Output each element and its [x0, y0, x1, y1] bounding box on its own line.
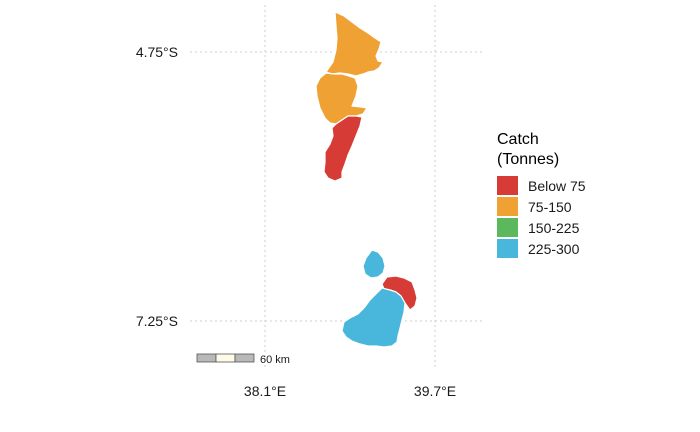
legend-title-line2: (Tonnes) — [497, 151, 559, 168]
x-tick-label-38-1: 38.1°E — [244, 383, 286, 399]
region-northern-north — [325, 11, 384, 77]
legend-swatch-below-75 — [497, 176, 518, 195]
scale-bar-segment-2 — [215, 353, 236, 363]
region-northern-middle — [315, 72, 368, 125]
scale-bar-label: 60 km — [260, 354, 290, 366]
legend: Catch (Tonnes) Below 75 75-150 150-225 2… — [497, 131, 586, 258]
legend-swatch-225-300 — [497, 239, 518, 258]
region-southern-islet — [362, 249, 386, 279]
x-tick-label-39-7: 39.7°E — [414, 383, 456, 399]
legend-label-225-300: 225-300 — [528, 241, 580, 257]
legend-swatch-150-225 — [497, 218, 518, 237]
legend-label-below-75: Below 75 — [528, 178, 586, 194]
legend-label-150-225: 150-225 — [528, 220, 580, 236]
regions — [315, 11, 418, 348]
scale-bar-segment-1 — [196, 353, 217, 363]
scale-bar: 60 km — [196, 353, 290, 366]
region-southern-main — [341, 287, 406, 348]
legend-title-line1: Catch — [497, 131, 539, 148]
axis-labels: 4.75°S 7.25°S 38.1°E 39.7°E — [136, 44, 456, 399]
legend-swatch-75-150 — [497, 197, 518, 216]
y-tick-label-4-75: 4.75°S — [136, 44, 178, 60]
scale-bar-segment-3 — [234, 353, 255, 363]
legend-label-75-150: 75-150 — [528, 199, 572, 215]
region-northern-south — [323, 115, 363, 182]
y-tick-label-7-25: 7.25°S — [136, 313, 178, 329]
